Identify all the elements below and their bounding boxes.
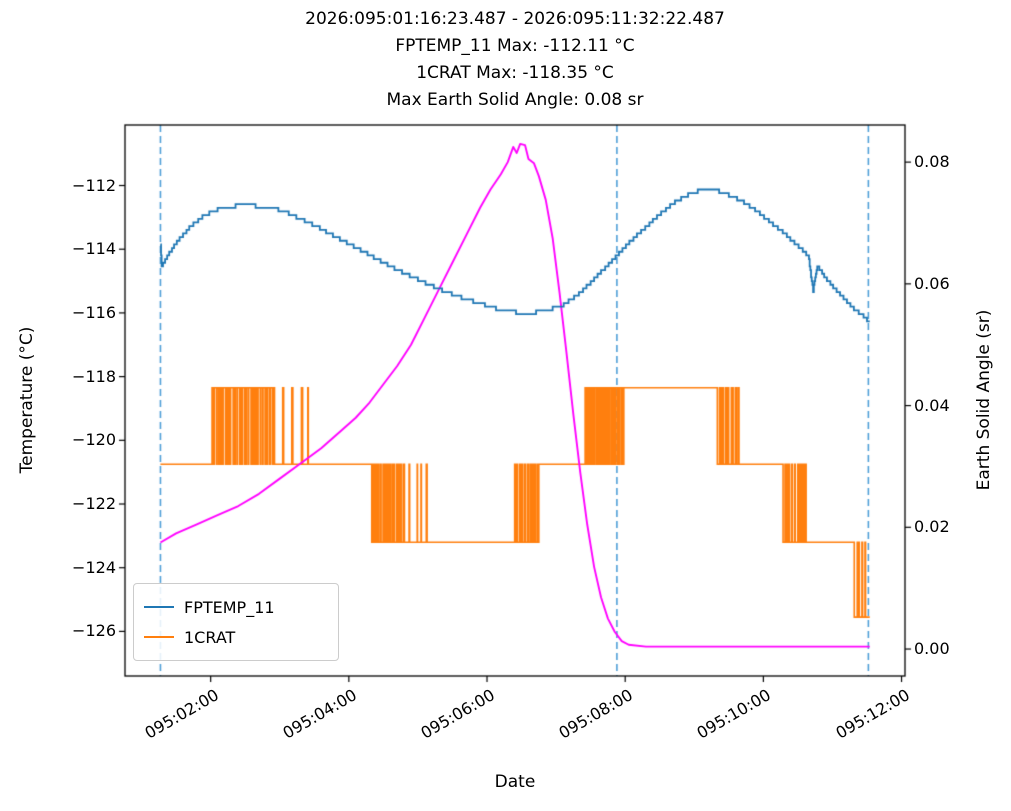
y-right-tick-label: 0.00 (914, 639, 950, 659)
legend-label: FPTEMP_11 (184, 597, 275, 617)
y-right-tick-label: 0.08 (914, 152, 950, 172)
x-axis-label: Date (494, 772, 536, 792)
y-axis-label-left: Temperature (°C) (17, 326, 37, 474)
title-max-solid-angle: Max Earth Solid Angle: 0.08 sr (386, 90, 644, 110)
legend-entry: FPTEMP_11 (144, 592, 328, 622)
y-left-tick-label: −118 (72, 366, 116, 386)
legend-entry: 1CRAT (144, 622, 328, 652)
y-left-tick-label: −112 (72, 175, 116, 195)
chart-title: 2026:095:01:16:23.487 - 2026:095:11:32:2… (125, 6, 905, 114)
legend-label: 1CRAT (184, 627, 236, 647)
y-left-tick-label: −114 (72, 239, 116, 259)
y-right-tick-label: 0.02 (914, 517, 950, 537)
y-left-tick-label: −126 (72, 621, 116, 641)
y-left-tick-label: −120 (72, 430, 116, 450)
legend: FPTEMP_11 1CRAT (133, 583, 339, 661)
y-left-tick-label: −124 (72, 557, 116, 577)
legend-line-sample (144, 606, 174, 608)
y-right-tick-label: 0.04 (914, 395, 950, 415)
title-fptemp-max: FPTEMP_11 Max: -112.11 °C (395, 36, 635, 56)
y-left-tick-label: −122 (72, 494, 116, 513)
title-1crat-max: 1CRAT Max: -118.35 °C (416, 63, 614, 83)
title-timerange: 2026:095:01:16:23.487 - 2026:095:11:32:2… (305, 9, 725, 29)
legend-line-sample (144, 636, 174, 638)
y-left-tick-label: −116 (72, 302, 116, 322)
y-right-tick-label: 0.06 (914, 273, 950, 293)
